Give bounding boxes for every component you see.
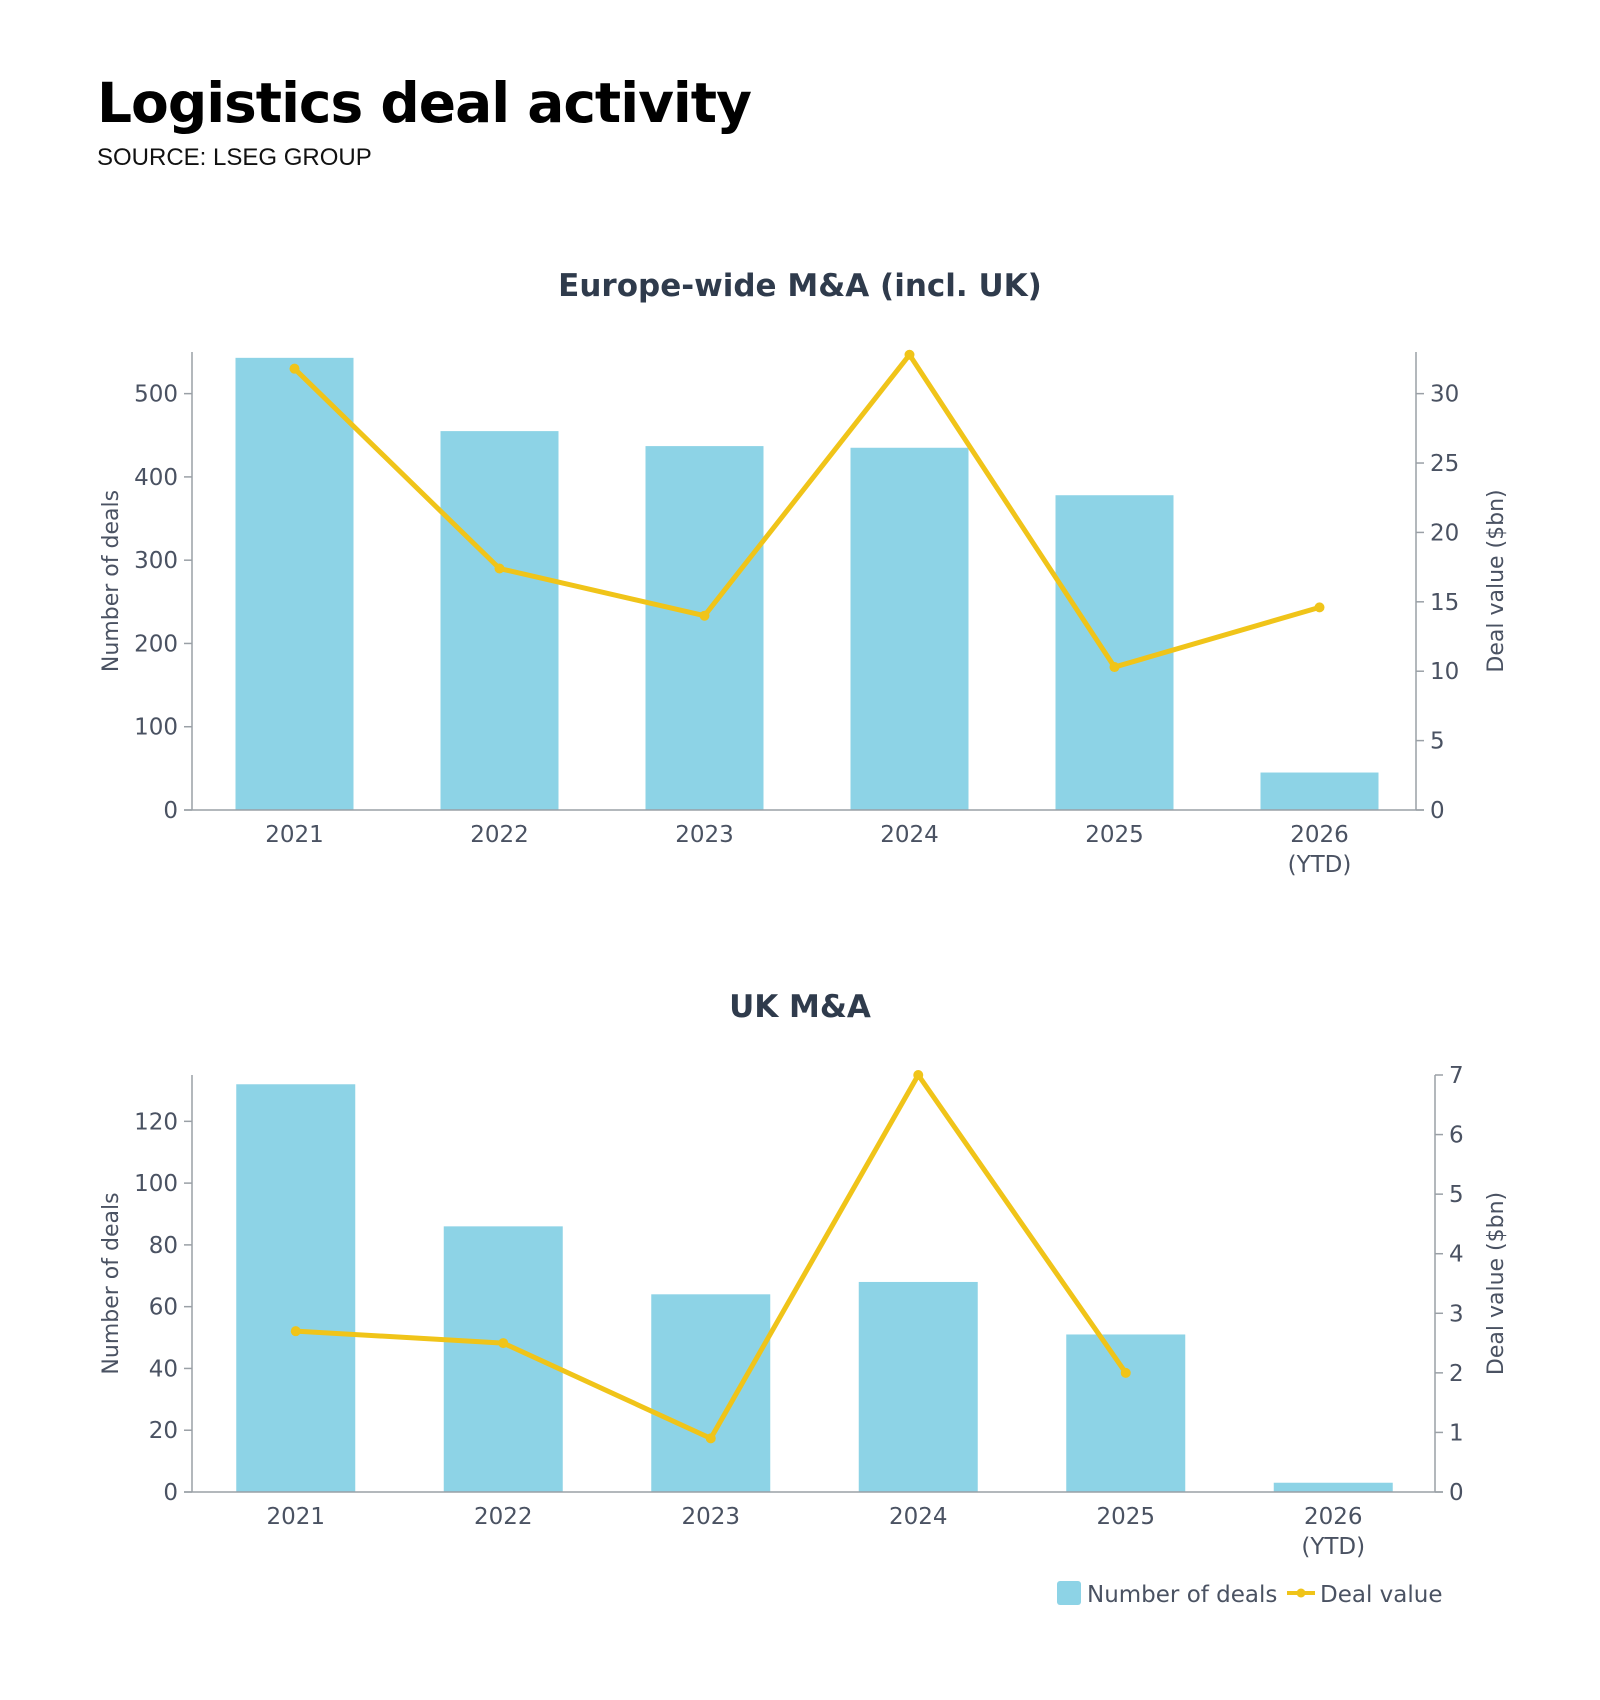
page-header: Logistics deal activity SOURCE: LSEG GRO… [97,70,752,172]
x-tick-label: 2023 [675,822,734,848]
deal-value-point [494,563,505,574]
x-tick-label: 2025 [1085,822,1144,848]
page-source: SOURCE: LSEG GROUP [97,144,372,171]
bar [645,446,764,810]
bar [850,447,969,810]
deal-value-point [904,349,915,360]
deal-value-point [289,363,300,374]
y2-tick-label: 30 [1430,382,1459,408]
y2-tick-label: 5 [1430,729,1445,755]
deal-value-point [913,1070,924,1080]
chart-legend: Number of deals Deal value [1057,1581,1442,1608]
bar [858,1281,978,1492]
bar [1273,1482,1393,1492]
bar [235,357,354,810]
y2-tick-label: 0 [1430,798,1445,824]
bar [651,1294,771,1492]
x-tick-label: 2023 [681,1504,740,1530]
bar [1055,495,1174,810]
x-tick-label: 2022 [474,1504,533,1530]
y-tick-label: 40 [149,1356,178,1382]
chart-title: Europe-wide M&A (incl. UK) [558,268,1042,304]
y2-axis-title: Deal value ($bn) [1484,489,1509,672]
y2-tick-label: 5 [1449,1182,1464,1208]
y-tick-label: 100 [134,1171,178,1197]
y2-tick-label: 0 [1449,1480,1464,1506]
y2-tick-label: 15 [1430,590,1459,616]
legend-line-label: Deal value [1320,1582,1442,1608]
y-tick-label: 400 [134,465,178,491]
y-tick-label: 300 [134,548,178,574]
y-axis-title: Number of deals [99,1192,124,1374]
x-tick-label: 2025 [1096,1504,1155,1530]
y2-tick-label: 20 [1430,520,1459,546]
y2-tick-label: 6 [1449,1123,1464,1149]
europe-chart: Europe-wide M&A (incl. UK)01002003004005… [99,268,1509,878]
chart-title: UK M&A [729,989,871,1025]
y2-tick-label: 10 [1430,659,1459,685]
x-tick-label: 2021 [265,822,324,848]
bar [236,1084,356,1492]
y-tick-label: 60 [149,1295,178,1321]
y2-tick-label: 3 [1449,1301,1464,1327]
bar [440,431,559,810]
y-tick-label: 0 [163,1480,178,1506]
y-axis-title: Number of deals [99,490,124,672]
y-tick-label: 80 [149,1233,178,1259]
deal-value-point [1314,602,1325,613]
deal-value-point [290,1326,301,1337]
y2-tick-label: 1 [1449,1420,1464,1446]
bar [443,1226,563,1492]
deal-value-point [705,1433,716,1444]
y-tick-label: 0 [163,798,178,824]
y2-tick-label: 2 [1449,1361,1464,1387]
y-tick-label: 500 [134,382,178,408]
legend-line-marker [1296,1588,1306,1598]
x-tick-label: 2024 [880,822,939,848]
x-tick-label: 2024 [889,1504,948,1530]
y2-tick-label: 4 [1449,1242,1464,1268]
bar [1066,1334,1186,1492]
y2-axis-title: Deal value ($bn) [1484,1192,1509,1375]
deal-value-line [292,352,1322,670]
y2-tick-label: 25 [1430,451,1459,477]
deal-value-point [699,610,710,621]
page-title: Logistics deal activity [97,71,752,135]
x-tick-label: 2021 [266,1504,325,1530]
deal-value-point [1109,662,1120,673]
x-tick-label: 2026 (YTD) [1301,1504,1365,1560]
x-tick-label: 2026 (YTD) [1288,822,1352,878]
legend-bars-swatch [1057,1581,1081,1605]
legend-bars-label: Number of deals [1087,1582,1277,1608]
x-tick-label: 2022 [470,822,529,848]
uk-chart: UK M&A 0 20 40 60 80 100 120 0 1 2 3 4 5 6 7 2021 2022 202… [99,989,1509,1560]
bar [1260,772,1379,810]
y-tick-label: 20 [149,1418,178,1444]
deal-value-point [1120,1367,1131,1378]
y-tick-label: 200 [134,631,178,657]
y-tick-label: 120 [134,1109,178,1135]
deal-value-point [498,1338,509,1349]
y-tick-label: 100 [134,715,178,741]
y2-tick-label: 7 [1449,1063,1464,1089]
